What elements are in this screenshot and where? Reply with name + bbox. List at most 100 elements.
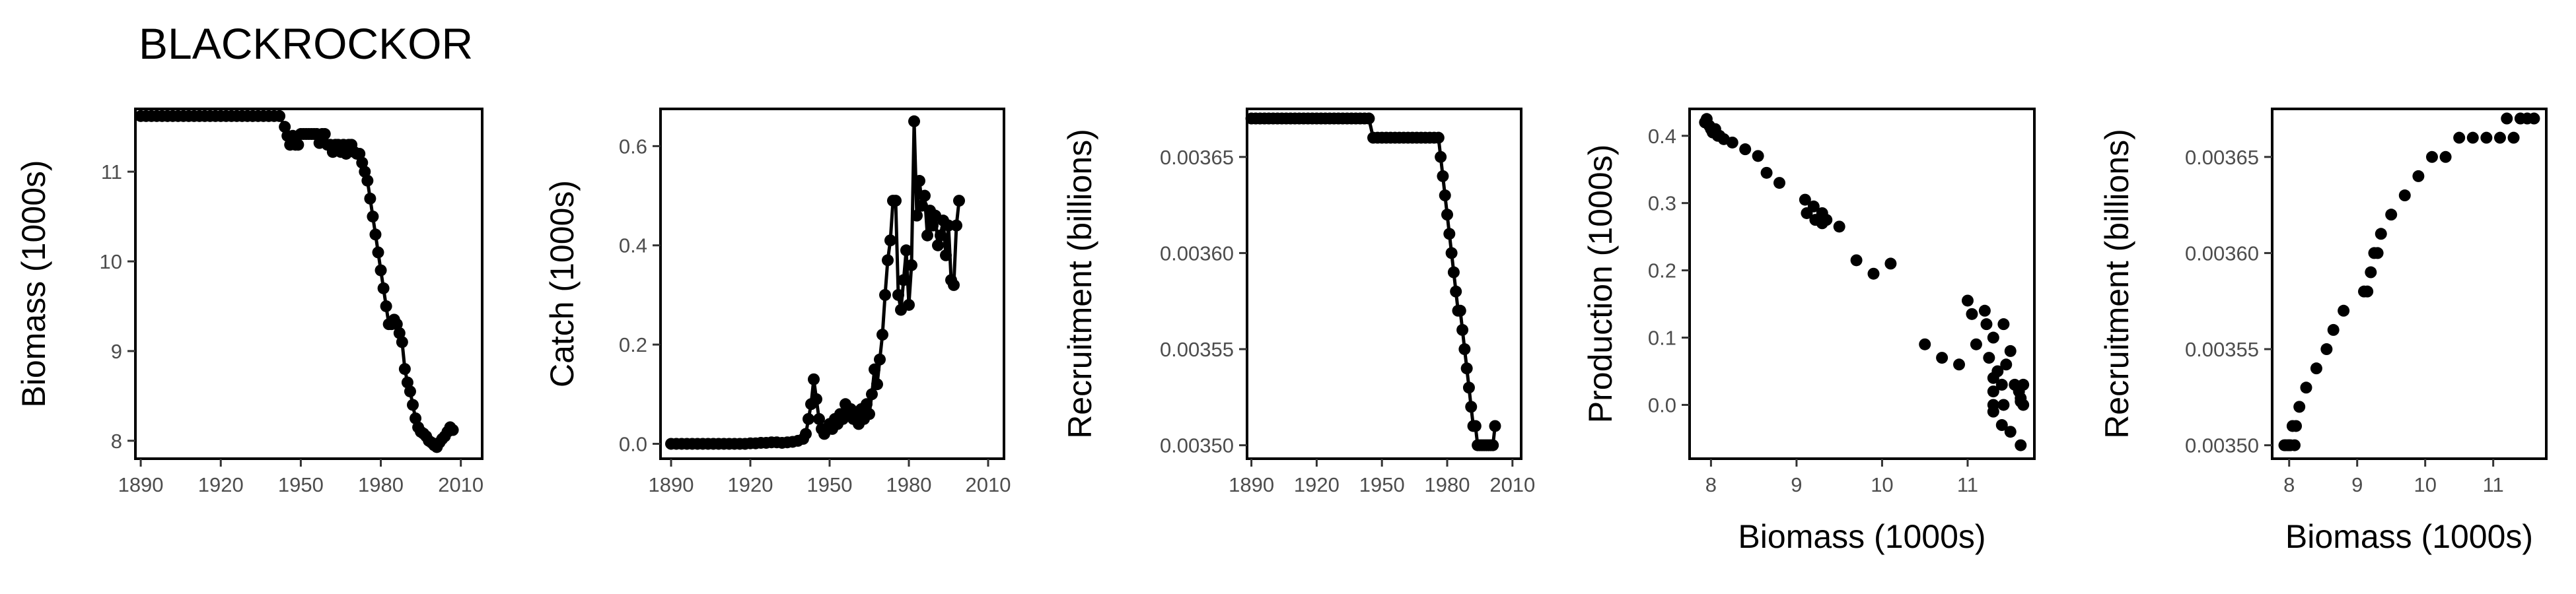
data-point — [884, 234, 896, 247]
data-point — [863, 408, 875, 420]
plot-frame — [1246, 108, 1522, 460]
x-tick-label: 1950 — [1359, 473, 1405, 496]
data-point — [1991, 365, 2004, 378]
data-point — [1850, 254, 1863, 267]
x-tick-label: 10 — [2414, 473, 2436, 496]
data-point — [377, 282, 390, 294]
data-point — [273, 110, 286, 122]
data-point — [903, 298, 915, 311]
y-tick-label: 9 — [111, 340, 122, 363]
x-tick-label: 2010 — [1489, 473, 1535, 496]
data-point — [2004, 345, 2017, 357]
y-tick-label: 0.2 — [619, 333, 647, 356]
data-point — [2453, 131, 2466, 144]
plot-frame — [659, 108, 1005, 460]
x-tick-label: 8 — [1705, 473, 1717, 496]
data-point — [2017, 378, 2030, 391]
data-point — [1919, 338, 1931, 350]
data-point — [879, 288, 891, 301]
data-point — [1435, 150, 1447, 163]
x-axis-label: Biomass (1000s) — [2285, 518, 2533, 555]
data-point — [869, 363, 880, 376]
data-point — [2327, 323, 2340, 336]
data-point — [1439, 189, 1451, 202]
data-point — [1462, 381, 1475, 394]
data-point — [1987, 331, 1999, 344]
data-point — [356, 156, 369, 169]
data-point — [353, 147, 366, 160]
y-tick-label: 0.00350 — [2185, 434, 2259, 457]
x-tick-label: 1890 — [649, 473, 694, 496]
data-point — [2015, 439, 2027, 451]
data-point — [2004, 426, 2017, 438]
data-point — [800, 428, 812, 440]
panel-biomass-timeseries: 1890 1920 1950 1980 2010 8 9 10 11 Biomass (1000s… — [15, 108, 483, 496]
x-tick-label: 1950 — [807, 473, 853, 496]
data-point — [2439, 150, 2452, 163]
data-point — [2466, 131, 2479, 144]
data-point — [911, 209, 923, 222]
data-point — [927, 219, 939, 232]
panel-production-vs-biomass: 8 9 10 11 0.0 0.1 0.2 0.3 0.4 Production (1000s) B… — [1582, 108, 2036, 555]
data-point — [398, 363, 411, 376]
data-point — [871, 378, 883, 391]
data-point — [1987, 385, 1999, 398]
data-point — [906, 259, 917, 271]
data-point — [877, 329, 888, 341]
page-title: BLACKROCKOR — [139, 19, 474, 68]
data-point — [861, 398, 873, 411]
data-point — [2288, 439, 2301, 451]
data-point — [2000, 358, 2013, 371]
data-point — [1458, 343, 1471, 356]
data-point — [2365, 266, 2377, 279]
data-point — [1799, 193, 1811, 206]
data-point — [1987, 405, 1999, 418]
x-tick-label: 1920 — [1294, 473, 1340, 496]
x-tick-label: 1980 — [358, 473, 404, 496]
data-point — [2501, 112, 2513, 125]
data-point — [2338, 304, 2350, 317]
data-point — [803, 412, 814, 425]
data-point — [1953, 358, 1966, 371]
data-point — [1936, 352, 1949, 364]
y-tick-label: 0.6 — [619, 135, 647, 158]
data-point — [2361, 285, 2374, 298]
y-axis-label: Recruitment (billions) — [2098, 129, 2135, 439]
data-point — [2507, 131, 2520, 144]
data-point — [1961, 294, 1974, 307]
data-point — [2398, 189, 2411, 202]
data-point — [1726, 136, 1738, 148]
plot-frame — [1688, 108, 2036, 460]
x-axis-label: Biomass (1000s) — [1738, 518, 1986, 555]
data-point — [935, 229, 947, 242]
x-tick-label: 11 — [2483, 473, 2504, 496]
data-point — [1966, 308, 1978, 320]
x-tick-label: 1920 — [198, 473, 244, 496]
data-point — [279, 121, 291, 133]
data-point — [1487, 439, 1499, 451]
x-tick-label: 1890 — [118, 473, 164, 496]
data-point — [890, 195, 902, 207]
data-point — [1820, 214, 1833, 226]
data-point — [372, 246, 384, 259]
data-point — [1997, 399, 2010, 411]
data-point — [1773, 177, 1786, 189]
data-point — [404, 385, 416, 398]
data-point — [1760, 166, 1773, 179]
y-tick-label: 0.00365 — [1160, 146, 1234, 169]
y-tick-label: 0.4 — [1648, 125, 1676, 148]
data-point — [359, 166, 371, 178]
plot-frame — [2271, 108, 2548, 460]
data-point — [367, 211, 379, 223]
data-point — [1995, 378, 2008, 391]
data-point — [292, 139, 304, 151]
y-tick-label: 0.0 — [1648, 393, 1676, 416]
data-point — [2290, 420, 2303, 432]
x-tick-label: 2010 — [438, 473, 483, 496]
data-point — [1450, 285, 1462, 298]
panel-recruitment-timeseries: 1890 1920 1950 1980 2010 0.00350 0.00355 0.0036… — [1061, 108, 1535, 496]
y-tick-label: 0.1 — [1648, 327, 1676, 350]
y-tick-label: 10 — [100, 250, 122, 273]
data-point — [2320, 343, 2333, 356]
